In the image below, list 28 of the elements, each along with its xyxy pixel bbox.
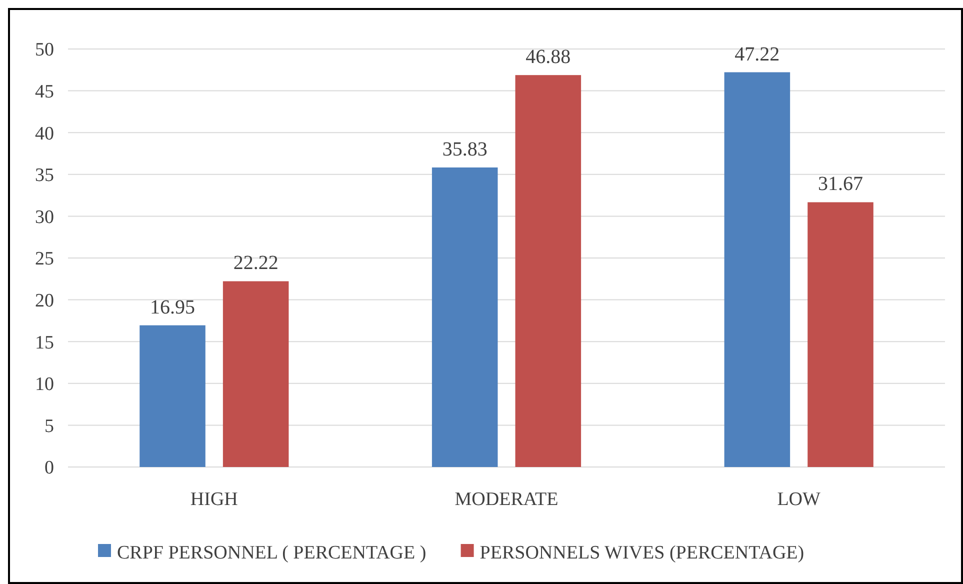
bar (140, 325, 206, 467)
data-label: 46.88 (526, 46, 571, 68)
data-label: 22.22 (233, 252, 278, 274)
y-tick-label: 0 (44, 458, 54, 479)
y-tick-label: 15 (35, 332, 54, 354)
y-tick-label: 30 (35, 206, 54, 228)
bar (222, 281, 289, 467)
y-tick-label: 25 (35, 248, 54, 270)
y-tick-label: 10 (35, 374, 54, 396)
x-tick-label: HIGH (190, 489, 238, 510)
y-tick-label: 35 (35, 165, 54, 186)
x-tick-label: LOW (777, 489, 821, 510)
legend-label: CRPF PERSONNEL ( PERCENTAGE ) (117, 542, 426, 564)
bar (724, 72, 790, 467)
y-tick-label: 5 (44, 416, 54, 437)
y-tick-label: 45 (35, 81, 54, 102)
bar (808, 202, 874, 467)
data-label: 16.95 (150, 296, 196, 318)
bar (432, 167, 498, 467)
data-label: 47.22 (734, 43, 780, 66)
x-tick-label: MODERATE (454, 489, 558, 510)
y-tick-label: 40 (35, 123, 54, 144)
legend-label: PERSONNELS WIVES (PERCENTAGE) (480, 542, 804, 564)
y-tick-label: 50 (35, 40, 54, 61)
data-label: 31.67 (818, 173, 863, 196)
bar (515, 75, 582, 467)
data-label: 35.83 (442, 138, 488, 160)
y-tick-label: 20 (35, 290, 54, 312)
